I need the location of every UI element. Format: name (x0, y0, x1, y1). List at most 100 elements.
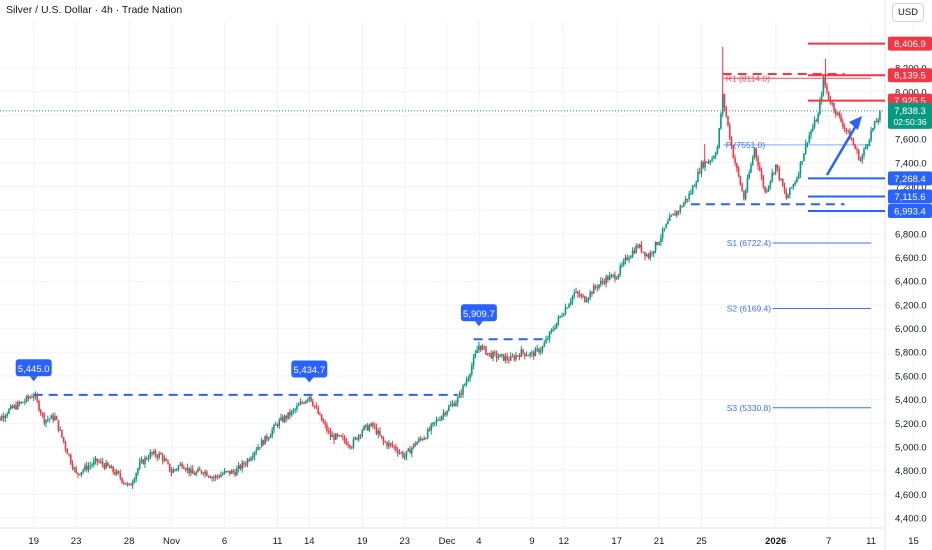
candle-body (838, 112, 841, 116)
candle-body (658, 242, 660, 245)
candle-body (11, 405, 14, 408)
candle-body (812, 127, 814, 132)
candle-body (368, 426, 371, 431)
candle-body (135, 473, 137, 480)
candle-body (845, 128, 848, 131)
candle-body (73, 467, 76, 469)
candle-body (592, 286, 595, 294)
candle-body (50, 415, 53, 419)
candle-body (774, 164, 777, 174)
candle-body (433, 422, 436, 424)
candle-body (582, 295, 584, 297)
y-tick-label: 6,800.0 (895, 229, 927, 240)
candle-body (474, 353, 477, 358)
candle-body (619, 265, 622, 275)
candle-body (501, 354, 503, 356)
candle-body (776, 164, 779, 169)
x-tick-label: 28 (124, 536, 135, 547)
candle-body (486, 352, 489, 355)
candle-body (596, 287, 599, 289)
candle-body (458, 392, 461, 398)
candle-body (783, 186, 786, 192)
candle-body (644, 251, 646, 257)
candle-body (621, 264, 623, 266)
candle-body (206, 471, 208, 476)
candle-body (183, 467, 185, 469)
candle-body (764, 186, 766, 192)
candle-body (504, 356, 507, 361)
candle-body (38, 400, 40, 411)
y-tick-label: 8,000.0 (895, 87, 927, 98)
candle-body (824, 77, 826, 86)
candle-body (101, 461, 104, 465)
candle-body (568, 304, 570, 308)
candle-body (70, 455, 72, 464)
candle-body (448, 406, 450, 411)
candle-body (600, 281, 602, 285)
candle-body (153, 451, 155, 454)
support-tag-label: 7,268.4 (894, 174, 926, 185)
candle-body (840, 115, 842, 122)
x-tick-label: 11 (866, 536, 876, 547)
candle-body (211, 477, 213, 479)
candle-body (525, 355, 528, 357)
candle-body (315, 406, 318, 408)
candle-body (115, 471, 118, 475)
candle-body (278, 420, 281, 426)
candle-body (123, 482, 125, 484)
candle-body (478, 345, 480, 351)
y-tick-label: 7,400.0 (895, 158, 927, 169)
candle-body (2, 416, 5, 419)
candle-body (677, 211, 680, 213)
x-tick-label: 4 (476, 536, 481, 547)
candle-body (131, 482, 134, 486)
candle-body (585, 300, 588, 302)
x-tick-label: 9 (529, 536, 534, 547)
candle-body (518, 355, 521, 357)
candle-body (419, 438, 422, 440)
candle-body (239, 465, 242, 470)
candle-body (861, 155, 864, 161)
y-tick-label: 5,400.0 (895, 395, 927, 406)
candle-body (190, 468, 192, 474)
candle-body (485, 346, 487, 355)
candle-body (672, 213, 675, 216)
candle-body (294, 409, 296, 411)
candle-body (299, 402, 302, 405)
candle-body (147, 458, 150, 460)
pivot-label: S1 (6722.4) (727, 238, 772, 248)
candle-body (580, 295, 583, 297)
candle-body (479, 345, 482, 350)
candle-body (403, 456, 406, 458)
candle-body (751, 157, 754, 165)
candle-body (750, 164, 752, 173)
candle-body (140, 459, 143, 462)
candle-body (866, 144, 869, 147)
candle-body (78, 474, 81, 476)
candle-body (329, 431, 332, 438)
candle-body (856, 148, 858, 151)
candle-body (529, 352, 531, 356)
currency-button[interactable]: USD (892, 3, 924, 22)
candle-body (711, 158, 713, 161)
candle-body (547, 338, 549, 340)
candle-body (453, 403, 455, 407)
candle-body (865, 146, 867, 149)
candle-body (813, 120, 816, 128)
candle-body (762, 176, 765, 187)
candle-body (513, 356, 516, 360)
candle-body (826, 85, 828, 92)
candle-body (718, 128, 720, 148)
candle-body (730, 138, 733, 146)
candle-body (872, 128, 874, 131)
candle-body (184, 468, 187, 471)
candle-body (287, 412, 289, 419)
candle-body (584, 296, 586, 302)
candle-body (25, 396, 28, 402)
candle-body (555, 322, 558, 329)
candle-body (191, 468, 194, 474)
support-tag (888, 189, 932, 204)
candle-body (753, 148, 756, 158)
candle-body (227, 470, 229, 472)
